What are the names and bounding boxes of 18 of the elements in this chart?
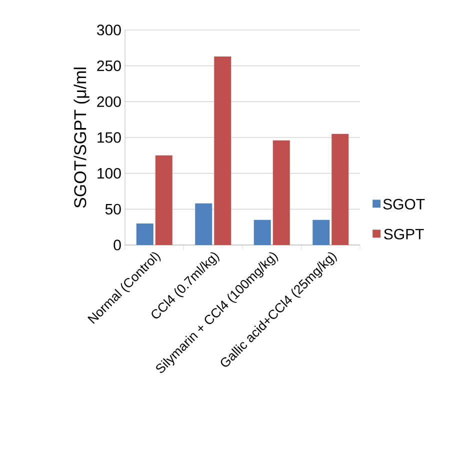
bar bbox=[214, 56, 232, 245]
bar bbox=[195, 203, 212, 245]
bar bbox=[272, 140, 290, 245]
legend-label: SGPT bbox=[384, 228, 424, 240]
y-tick-label: 50 bbox=[105, 204, 121, 214]
y-tick-label: 300 bbox=[97, 24, 121, 36]
bar bbox=[155, 155, 172, 245]
y-tick-label: 200 bbox=[97, 96, 121, 107]
bar bbox=[136, 223, 154, 245]
bar bbox=[332, 134, 349, 245]
y-tick-label: 250 bbox=[97, 60, 121, 72]
bar bbox=[312, 220, 330, 245]
y-tick-label: 100 bbox=[98, 168, 121, 179]
y-tick-label: 0 bbox=[114, 240, 121, 250]
y-axis-title: SGOT/SGPT (μ/ml bbox=[74, 68, 90, 208]
legend-label: SGOT bbox=[383, 198, 425, 210]
y-tick-label: 150 bbox=[98, 132, 121, 143]
bar bbox=[254, 220, 271, 245]
